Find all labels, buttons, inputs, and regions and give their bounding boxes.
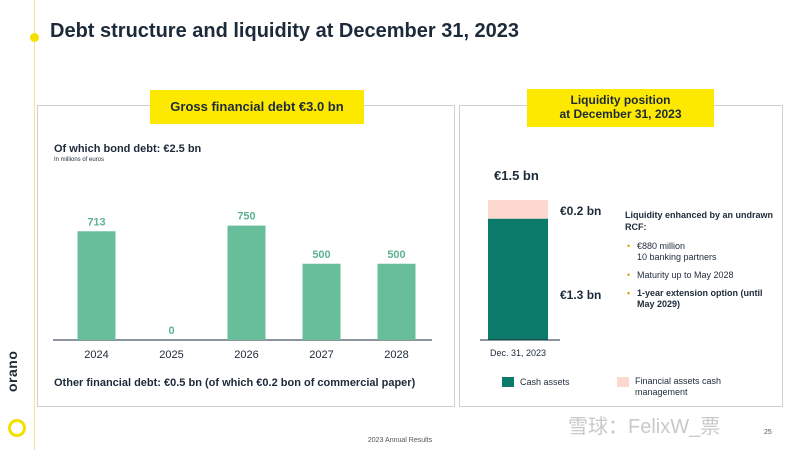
liquidity-notes: Liquidity enhanced by an undrawn RCF: €8… [625, 209, 775, 317]
category-label: Dec. 31, 2023 [490, 348, 546, 358]
liquidity-header-line1: Liquidity position [570, 93, 671, 107]
legend-swatch-financial [617, 377, 629, 387]
top-segment-label: €0.2 bn [560, 204, 602, 218]
other-debt-footnote: Other financial debt: €0.5 bn (of which … [54, 377, 416, 389]
notes-list: €880 million 10 banking partners Maturit… [625, 241, 775, 310]
bond-debt-chart: 713 2024 0 2025 750 2026 500 2027 500 2028 [53, 211, 432, 361]
notes-title: Liquidity enhanced by an undrawn RCF: [625, 210, 774, 232]
bar-value-label: 750 [237, 211, 255, 223]
accent-line [34, 0, 35, 450]
bar-value-label: 500 [312, 249, 330, 261]
liquidity-chart: Dec. 31, 2023 [480, 200, 560, 358]
bar-value-label: 0 [168, 325, 174, 337]
page-title: Debt structure and liquidity at December… [50, 20, 520, 42]
bar [227, 225, 266, 340]
stack-segment [488, 218, 548, 340]
note-line: 1-year extension option (until [637, 288, 763, 298]
bar-value-label: 500 [387, 249, 405, 261]
brand-logo-text: orano [4, 350, 20, 392]
note-line: Maturity up to May 2028 [637, 270, 734, 280]
note-line: €880 million [637, 241, 686, 251]
bar-value-label: 713 [87, 216, 105, 228]
note-line: 10 banking partners [637, 252, 717, 262]
bar [77, 231, 116, 340]
category-label: 2028 [384, 349, 408, 361]
liquidity-total-label: €1.5 bn [494, 168, 539, 183]
legend-label-financial: Financial assets cash management [635, 376, 722, 397]
note-line: May 2029) [637, 299, 681, 309]
category-label: 2025 [159, 349, 183, 361]
page-number: 25 [764, 429, 772, 436]
watermark: 雪球：FelixW_票 [568, 416, 721, 438]
unit-note: In millions of euros [54, 157, 105, 163]
liquidity-header: Liquidity position at December 31, 2023 [527, 89, 714, 127]
bond-debt-subtitle: Of which bond debt: €2.5 bn [54, 143, 202, 155]
stack-segment [488, 200, 548, 219]
title-bullet-dot [30, 33, 39, 42]
category-label: 2024 [84, 349, 108, 361]
note-item: 1-year extension option (until May 2029) [625, 288, 775, 310]
note-item: €880 million 10 banking partners [625, 241, 775, 263]
legend-label-cash: Cash assets [520, 377, 570, 387]
footer-text: 2023 Annual Results [367, 437, 433, 444]
bottom-segment-label: €1.3 bn [560, 288, 602, 302]
bar [302, 263, 341, 340]
bar [377, 263, 416, 340]
brand-logo-icon [8, 419, 26, 437]
gross-debt-header: Gross financial debt €3.0 bn [150, 90, 364, 124]
legend-swatch-cash [502, 377, 514, 387]
note-item: Maturity up to May 2028 [625, 270, 775, 281]
category-label: 2026 [234, 349, 258, 361]
liquidity-header-line2: at December 31, 2023 [559, 107, 682, 121]
category-label: 2027 [309, 349, 333, 361]
